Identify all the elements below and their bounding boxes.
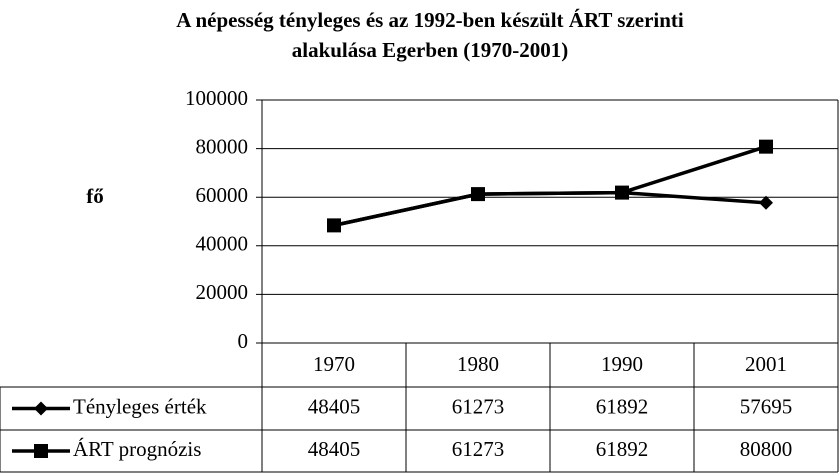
table-value: 48405 (308, 394, 361, 418)
y-tick-label: 20000 (196, 280, 249, 304)
x-tick-label: 1970 (313, 352, 355, 376)
chart-subtitle: alakulása Egerben (1970-2001) (292, 38, 569, 62)
marker (759, 195, 773, 210)
marker (471, 187, 485, 202)
table-value: 57695 (740, 394, 793, 418)
table-value: 61892 (596, 394, 649, 418)
x-tick-label: 1980 (457, 352, 499, 376)
legend-label: Tényleges érték (73, 394, 207, 418)
y-tick-label: 60000 (196, 183, 249, 207)
x-tick-label: 1990 (601, 352, 643, 376)
chart-title: A népesség tényleges és az 1992-ben kész… (176, 8, 684, 32)
marker (327, 218, 341, 233)
table-value: 61273 (452, 437, 505, 461)
y-tick-label: 40000 (196, 232, 249, 256)
table-value: 80800 (740, 437, 793, 461)
marker (34, 444, 48, 458)
table-value: 61892 (596, 437, 649, 461)
y-tick-label: 80000 (196, 134, 249, 158)
marker (34, 401, 48, 416)
marker (759, 139, 773, 154)
y-tick-label: 0 (238, 329, 249, 353)
table-value: 48405 (308, 437, 361, 461)
y-axis-label: fő (86, 184, 104, 208)
x-tick-label: 2001 (745, 352, 787, 376)
y-tick-label: 100000 (185, 86, 248, 110)
marker (615, 185, 629, 200)
series-line (333, 144, 767, 228)
table-value: 61273 (452, 394, 505, 418)
legend-label: ÁRT prognózis (73, 437, 201, 461)
